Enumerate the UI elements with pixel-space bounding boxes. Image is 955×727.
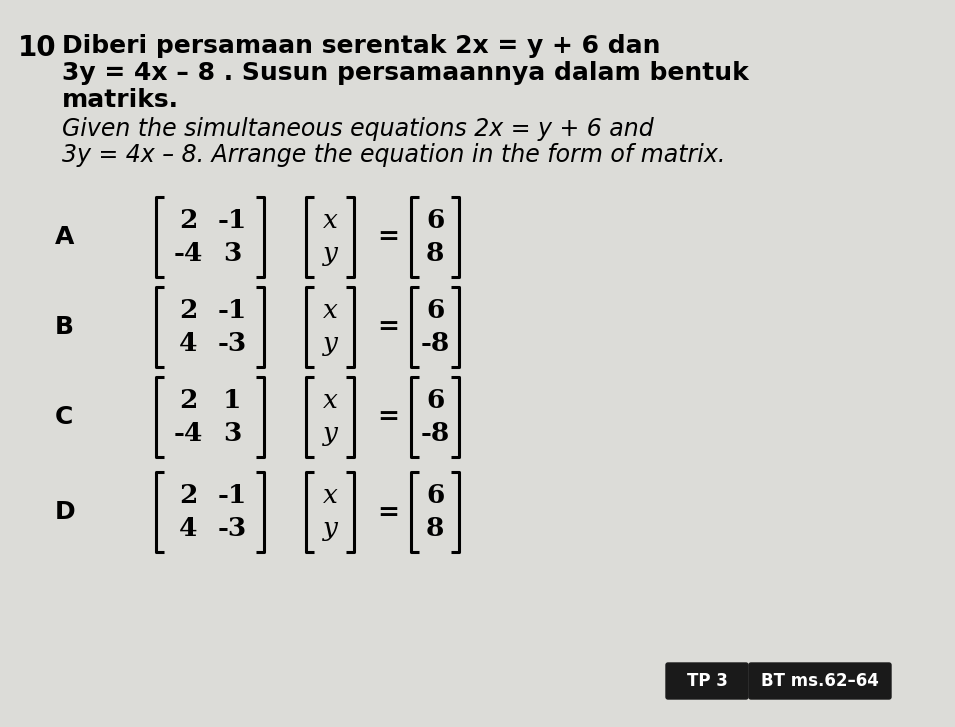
Text: 6: 6 xyxy=(426,208,444,233)
Text: 3: 3 xyxy=(223,241,242,266)
Text: 8: 8 xyxy=(426,516,444,541)
Text: =: = xyxy=(377,499,399,524)
FancyBboxPatch shape xyxy=(666,663,748,699)
Text: y: y xyxy=(323,516,337,541)
Text: 2: 2 xyxy=(179,208,197,233)
Text: -1: -1 xyxy=(218,208,246,233)
Text: 6: 6 xyxy=(426,483,444,508)
Text: 2: 2 xyxy=(179,388,197,413)
Text: B: B xyxy=(55,315,74,339)
Text: matriks.: matriks. xyxy=(62,88,179,112)
Text: TP 3: TP 3 xyxy=(687,672,728,690)
Text: =: = xyxy=(377,404,399,430)
Text: 6: 6 xyxy=(426,298,444,323)
FancyBboxPatch shape xyxy=(749,663,891,699)
Text: =: = xyxy=(377,315,399,340)
Text: -4: -4 xyxy=(173,241,202,266)
Text: 1: 1 xyxy=(223,388,242,413)
Text: x: x xyxy=(323,298,337,323)
Text: -1: -1 xyxy=(218,483,246,508)
Text: -4: -4 xyxy=(173,421,202,446)
Text: BT ms.62–64: BT ms.62–64 xyxy=(761,672,879,690)
Text: 6: 6 xyxy=(426,388,444,413)
Text: Given the simultaneous equations 2x = y + 6 and: Given the simultaneous equations 2x = y … xyxy=(62,117,654,141)
Text: 8: 8 xyxy=(426,241,444,266)
Text: =: = xyxy=(377,225,399,249)
Text: 3: 3 xyxy=(223,421,242,446)
Text: -8: -8 xyxy=(420,331,450,356)
Text: -8: -8 xyxy=(420,421,450,446)
Text: 3y = 4x – 8. Arrange the equation in the form of matrix.: 3y = 4x – 8. Arrange the equation in the… xyxy=(62,143,726,167)
Text: 10: 10 xyxy=(18,34,56,62)
Text: y: y xyxy=(323,241,337,266)
Text: A: A xyxy=(55,225,74,249)
Text: 3y = 4x – 8 . Susun persamaannya dalam bentuk: 3y = 4x – 8 . Susun persamaannya dalam b… xyxy=(62,61,749,85)
Text: C: C xyxy=(55,405,74,429)
Text: 4: 4 xyxy=(179,516,198,541)
Text: x: x xyxy=(323,483,337,508)
Text: y: y xyxy=(323,421,337,446)
Text: 2: 2 xyxy=(179,298,197,323)
Text: D: D xyxy=(55,500,75,524)
Text: 2: 2 xyxy=(179,483,197,508)
Text: -3: -3 xyxy=(218,516,246,541)
Text: y: y xyxy=(323,331,337,356)
Text: x: x xyxy=(323,388,337,413)
Text: -1: -1 xyxy=(218,298,246,323)
Text: -3: -3 xyxy=(218,331,246,356)
Text: x: x xyxy=(323,208,337,233)
Text: Diberi persamaan serentak 2x = y + 6 dan: Diberi persamaan serentak 2x = y + 6 dan xyxy=(62,34,661,58)
Text: 4: 4 xyxy=(179,331,198,356)
